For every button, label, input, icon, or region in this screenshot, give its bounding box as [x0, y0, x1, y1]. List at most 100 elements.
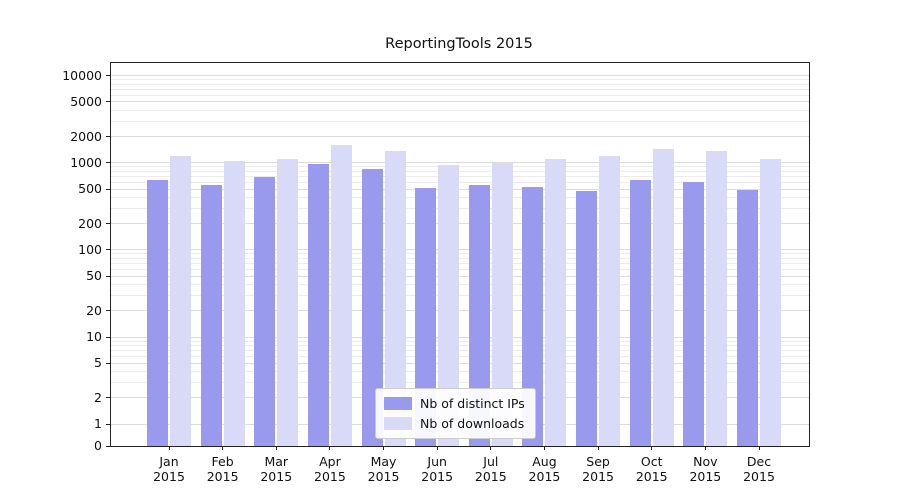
x-tick-label: Apr 2015 [314, 454, 346, 484]
y-tick-label: 5000 [70, 93, 102, 109]
x-tick-mark [275, 446, 277, 450]
minor-gridline [111, 207, 809, 209]
y-tick-mark [106, 423, 110, 425]
y-tick-mark [106, 101, 110, 103]
bar-nb-of-distinct-ips-jun [415, 187, 437, 446]
bar-nb-of-distinct-ips-feb [200, 185, 222, 446]
y-tick-mark [106, 188, 110, 190]
bar-nb-of-downloads-may [384, 151, 406, 446]
x-tick-mark [597, 446, 599, 450]
minor-gridline [111, 253, 809, 255]
legend-swatch [384, 417, 412, 430]
x-tick-label: Dec 2015 [743, 454, 775, 484]
major-gridline [111, 223, 809, 225]
bar-nb-of-distinct-ips-mar [254, 176, 276, 446]
minor-gridline [111, 83, 809, 85]
minor-gridline [111, 284, 809, 286]
minor-gridline [111, 355, 809, 357]
y-tick-mark [106, 336, 110, 338]
legend-item: Nb of downloads [384, 416, 525, 431]
y-tick-mark [106, 162, 110, 164]
x-tick-label: Jan 2015 [153, 454, 185, 484]
x-tick-mark [704, 446, 706, 450]
x-tick-mark [758, 446, 760, 450]
y-tick-mark [106, 445, 110, 447]
y-tick-label: 100 [78, 241, 102, 257]
minor-gridline [111, 94, 809, 96]
bar-nb-of-downloads-feb [223, 161, 245, 446]
x-tick-mark [543, 446, 545, 450]
bar-nb-of-distinct-ips-sep [576, 190, 598, 446]
x-tick-label: Oct 2015 [635, 454, 668, 484]
y-tick-label: 2000 [70, 128, 102, 144]
y-tick-label: 2 [94, 389, 102, 405]
bar-nb-of-distinct-ips-jan [147, 179, 168, 446]
bar-nb-of-downloads-apr [330, 145, 352, 446]
y-tick-mark [106, 397, 110, 399]
y-tick-label: 0 [94, 438, 102, 453]
plot-area: Nb of distinct IPs Nb of downloads 0 1 2 5 10… [62, 62, 810, 484]
major-gridline [111, 162, 809, 164]
bar-nb-of-downloads-jul [491, 162, 513, 446]
minor-gridline [111, 268, 809, 270]
bar-nb-of-distinct-ips-jul [468, 184, 490, 446]
minor-gridline [111, 79, 809, 81]
y-tick-label: 500 [78, 181, 102, 197]
y-tick-label: 1 [94, 416, 102, 432]
x-tick-label: Sep 2015 [582, 454, 614, 484]
legend-label: Nb of downloads [420, 416, 525, 431]
major-gridline [111, 188, 809, 190]
x-tick-label: Jul 2015 [474, 454, 507, 484]
y-tick-label: 5 [94, 355, 102, 371]
bar-nb-of-distinct-ips-nov [683, 182, 705, 446]
legend: Nb of distinct IPs Nb of downloads [375, 388, 536, 439]
y-tick-label: 10 [86, 329, 102, 345]
minor-gridline [111, 120, 809, 122]
major-gridline [111, 75, 809, 77]
x-tick-mark [651, 446, 653, 450]
chart-title: ReportingTools 2015 [385, 36, 533, 52]
bar-nb-of-distinct-ips-dec [737, 189, 758, 446]
minor-gridline [111, 295, 809, 297]
major-gridline [111, 310, 809, 312]
x-tick-label: May 2015 [367, 454, 400, 484]
bar-nb-of-distinct-ips-oct [629, 180, 651, 446]
bar-nb-of-downloads-jun [438, 164, 460, 446]
minor-gridline [111, 262, 809, 264]
y-tick-mark [106, 223, 110, 225]
minor-gridline [111, 166, 809, 168]
minor-gridline [111, 88, 809, 90]
y-tick-mark [106, 136, 110, 138]
x-tick-mark [436, 446, 438, 450]
minor-gridline [111, 350, 809, 352]
major-gridline [111, 362, 809, 364]
bar-nb-of-distinct-ips-aug [522, 186, 544, 446]
major-gridline [111, 101, 809, 103]
minor-gridline [111, 170, 809, 172]
bar-nb-of-downloads-oct [652, 148, 674, 446]
x-tick-label: Nov 2015 [689, 454, 722, 484]
x-tick-label: Mar 2015 [260, 454, 293, 484]
legend-label: Nb of distinct IPs [420, 396, 525, 411]
y-tick-label: 10000 [62, 67, 102, 83]
x-tick-mark [222, 446, 224, 450]
bar-nb-of-downloads-aug [545, 159, 567, 446]
major-gridline [111, 249, 809, 251]
major-gridline [111, 336, 809, 338]
minor-gridline [111, 175, 809, 177]
y-tick-label: 200 [78, 215, 102, 231]
major-gridline [111, 136, 809, 138]
y-tick-mark [106, 310, 110, 312]
x-tick-mark [490, 446, 492, 450]
x-tick-mark [329, 446, 331, 450]
minor-gridline [111, 181, 809, 183]
y-tick-mark [106, 362, 110, 364]
minor-gridline [111, 371, 809, 373]
bar-nb-of-downloads-dec [760, 159, 781, 446]
bar-nb-of-downloads-jan [170, 155, 191, 446]
bar-nb-of-distinct-ips-may [361, 169, 383, 446]
major-gridline [111, 275, 809, 277]
minor-gridline [111, 340, 809, 342]
y-tick-mark [106, 75, 110, 77]
bar-nb-of-downloads-nov [706, 151, 728, 446]
